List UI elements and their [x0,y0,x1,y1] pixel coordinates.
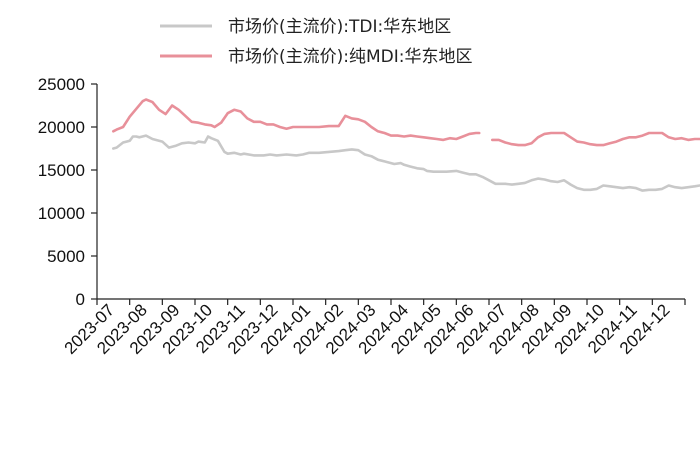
y-tick-label: 25000 [38,75,85,94]
legend-label-mdi: 市场价(主流价):纯MDI:华东地区 [228,47,473,67]
series-layer [112,98,700,192]
series-line-mdi [112,98,481,142]
y-tick-label: 5000 [47,247,85,266]
series-line-tdi [112,134,700,192]
y-tick-label: 0 [76,290,85,309]
y-tick-label: 10000 [38,204,85,223]
y-tick-label: 15000 [38,161,85,180]
legend: 市场价(主流价):TDI:华东地区 市场价(主流价):纯MDI:华东地区 [160,17,473,67]
legend-label-tdi: 市场价(主流价):TDI:华东地区 [228,17,451,37]
axes: 05000100001500020000250002023-072023-082… [38,75,686,358]
series-line-mdi [490,131,700,147]
y-tick-label: 20000 [38,118,85,137]
